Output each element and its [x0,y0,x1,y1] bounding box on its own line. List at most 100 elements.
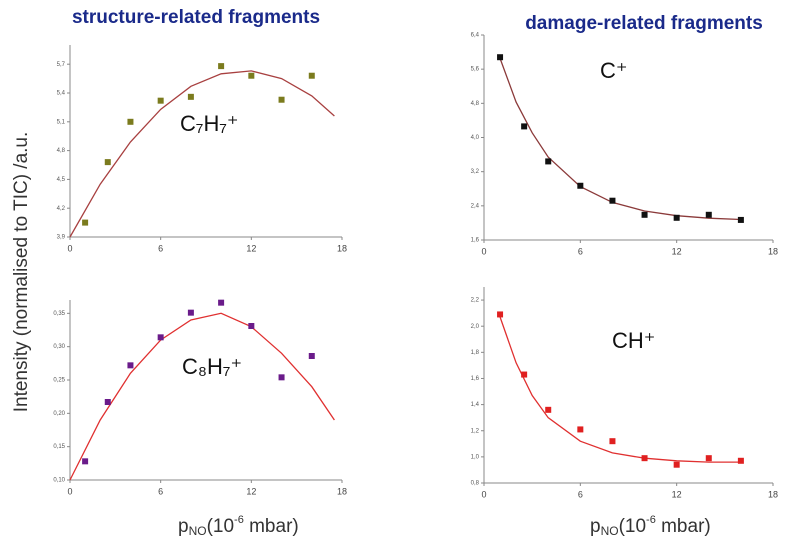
fit-curve [69,70,335,238]
y-tick-label: 2,2 [471,298,480,304]
x-axis-label: pNO(10-6 mbar) [178,514,299,538]
x-tick-label: 12 [672,489,682,499]
y-tick-label: 3,2 [471,169,480,175]
x-label-part: mbar) [244,516,299,537]
data-point [737,216,744,223]
data-point [308,353,315,359]
data-point [705,211,712,218]
data-point [705,455,712,462]
y-tick-label: 5,7 [57,62,66,68]
x-tick-label: 12 [246,486,256,496]
data-point [82,219,89,226]
panel-header: damage-related fragments [525,13,763,34]
x-tick-label: 6 [578,246,583,256]
data-point [497,54,504,61]
data-point [673,461,680,468]
x-tick-label: 18 [768,246,778,256]
y-tick-label: 5,1 [57,119,66,125]
data-point [187,309,194,316]
data-point [737,457,744,464]
x-label-part: -6 [646,514,656,526]
y-tick-label: 0,15 [53,444,65,450]
data-point [521,371,528,378]
x-label-part: NO [601,524,619,538]
data-point [218,63,225,70]
data-point [218,299,225,306]
data-point [104,399,111,405]
y-tick-label: 0,30 [53,344,65,350]
y-tick-label: 4,8 [57,148,66,154]
y-tick-label: 1,4 [471,402,480,408]
y-tick-label: 4,5 [57,177,66,183]
data-point [278,96,285,103]
y-tick-label: 1,8 [471,350,480,356]
y-tick-label: 1,6 [471,376,480,382]
data-point [577,426,584,433]
data-point [248,323,255,329]
annotation: CH⁺ [612,328,655,353]
x-label-part: p [590,516,601,537]
y-tick-label: 0,25 [53,378,65,384]
y-tick-label: 0,35 [53,311,65,317]
data-point [127,118,134,125]
data-point [82,458,89,465]
x-tick-label: 0 [481,246,486,256]
y-tick-label: 5,6 [471,67,480,73]
data-point [104,159,111,166]
y-tick-label: 1,0 [471,454,480,460]
y-axis-label: Intensity (normalised to TIC) /a.u. [11,132,32,413]
panel-header: structure-related fragments [72,7,320,28]
x-tick-label: 6 [158,486,163,496]
data-point [545,158,552,165]
fit-curve [499,316,741,463]
x-tick-label: 0 [481,489,486,499]
data-point [609,438,616,445]
fit-curve [499,58,741,221]
x-label-part: NO [189,524,207,538]
x-tick-label: 0 [67,243,72,253]
data-point [545,406,552,413]
x-label-part: -6 [234,514,244,526]
y-tick-label: 4,0 [471,135,480,141]
y-tick-label: 1,6 [471,238,480,244]
x-label-part: mbar) [656,516,711,537]
annotation: C⁺ [600,58,628,83]
data-point [157,97,164,104]
data-point [609,197,616,204]
y-tick-label: 4,2 [57,206,66,212]
data-point [521,123,528,130]
x-label-part: p [178,516,189,537]
annotation: C₈H₇⁺ [182,354,242,379]
x-label-part: (10 [619,516,646,537]
fit-curve [69,312,335,481]
data-point [187,93,194,100]
y-tick-label: 6,4 [471,33,480,39]
data-point [577,182,584,189]
data-point [673,214,680,221]
y-tick-label: 0,8 [471,481,480,487]
data-point [278,374,285,381]
x-tick-label: 18 [337,243,347,253]
data-point [248,72,255,79]
y-tick-label: 2,4 [471,203,480,209]
y-tick-label: 2,0 [471,324,480,330]
y-tick-label: 0,10 [53,478,65,484]
y-tick-label: 5,4 [57,91,66,97]
data-point [641,211,648,218]
y-tick-label: 4,8 [471,101,480,107]
data-point [127,362,134,369]
x-label-part: (10 [207,516,234,537]
data-point [641,455,648,462]
x-tick-label: 12 [246,243,256,253]
y-tick-label: 0,20 [53,411,65,417]
y-tick-label: 1,2 [471,428,480,434]
x-tick-label: 18 [337,486,347,496]
data-point [308,72,315,79]
x-tick-label: 12 [672,246,682,256]
data-point [497,311,504,318]
y-tick-label: 3,9 [57,235,66,241]
x-tick-label: 0 [67,486,72,496]
x-tick-label: 18 [768,489,778,499]
x-tick-label: 6 [578,489,583,499]
